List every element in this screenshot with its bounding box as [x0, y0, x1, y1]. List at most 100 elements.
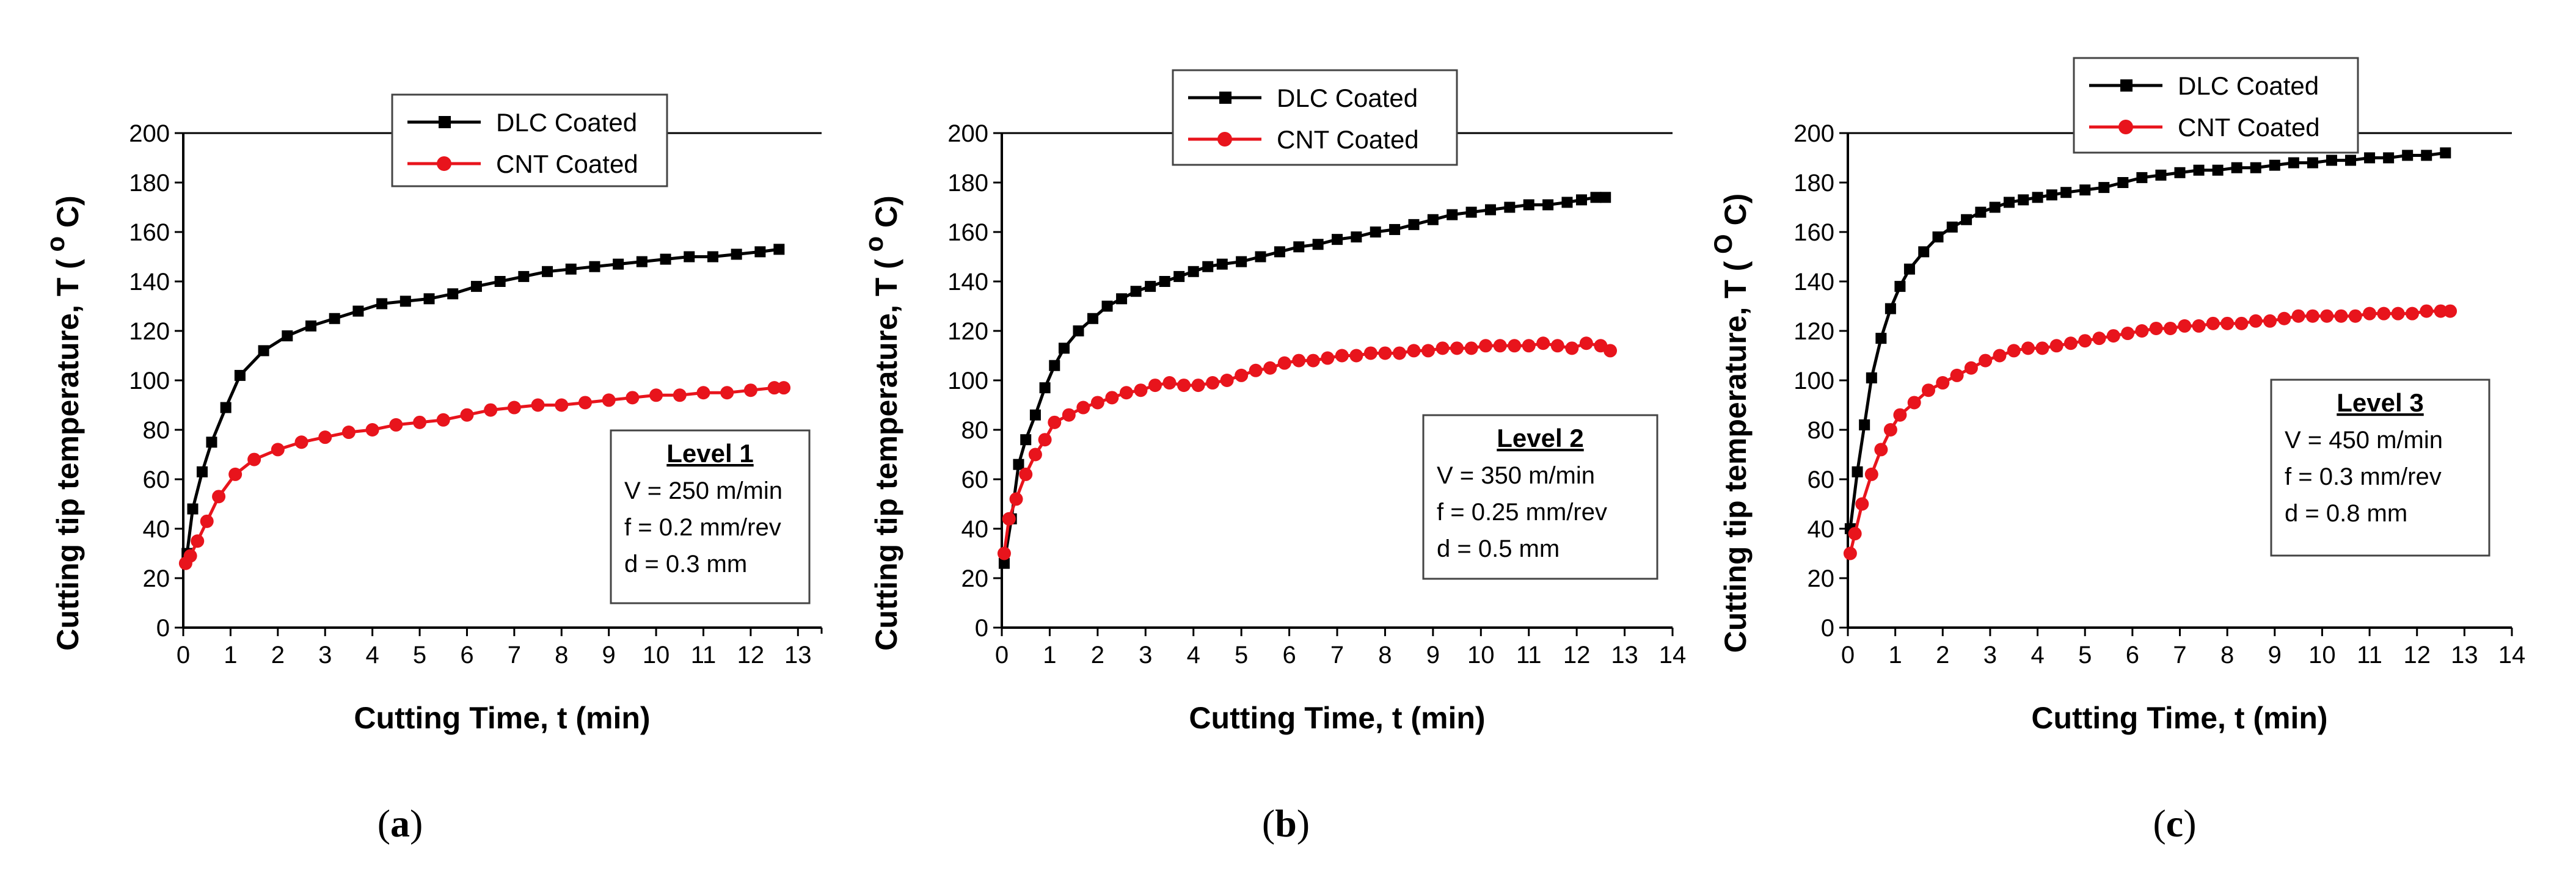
data-point: [542, 266, 553, 277]
data-point: [2106, 329, 2120, 343]
data-point: [2363, 306, 2377, 321]
data-point: [1058, 343, 1070, 354]
y-tick-label: 160: [129, 219, 170, 246]
x-tick-label: 8: [1378, 642, 1392, 669]
data-point: [2326, 154, 2337, 166]
data-point: [1504, 201, 1516, 213]
data-point: [1020, 434, 1032, 446]
data-point: [1561, 197, 1573, 208]
data-point: [1464, 341, 1478, 355]
data-point: [1009, 492, 1023, 506]
data-point: [1903, 263, 1915, 275]
series-dlc: [1844, 147, 2451, 534]
y-tick-label: 0: [1821, 615, 1834, 642]
data-point: [1188, 266, 1199, 277]
legend-box: [1172, 69, 1458, 166]
data-point: [2348, 309, 2362, 323]
x-tick-label: 0: [1841, 642, 1855, 669]
data-point: [2192, 319, 2206, 333]
x-tick-label: 9: [2268, 642, 2282, 669]
y-tick-label: 140: [129, 269, 170, 295]
data-point: [2291, 309, 2305, 323]
data-point: [271, 443, 285, 457]
data-point: [1579, 336, 1593, 350]
data-point: [1450, 341, 1464, 355]
data-point: [400, 295, 411, 307]
data-point: [2206, 316, 2220, 330]
y-tick-label: 60: [1808, 466, 1835, 493]
x-tick-label: 0: [995, 642, 1009, 669]
data-point: [1508, 339, 1522, 353]
y-tick-label: 200: [129, 120, 170, 147]
parameters-box: Level 3 V = 450 m/min f = 0.3 mm/rev d = 0.…: [2270, 379, 2490, 557]
data-point: [1049, 360, 1060, 371]
data-point: [578, 396, 592, 410]
x-tick-label: 13: [1611, 642, 1638, 669]
data-point: [183, 549, 197, 563]
data-point: [1038, 433, 1052, 447]
data-point: [1101, 300, 1113, 312]
caption-letter: a: [390, 802, 410, 845]
x-tick-label: 3: [318, 642, 332, 669]
y-tick-label: 140: [1793, 269, 1834, 295]
panel-caption: (a): [378, 802, 423, 845]
series-cnt: [178, 381, 791, 570]
data-point: [2035, 341, 2049, 355]
data-point: [1134, 383, 1148, 397]
data-point: [1427, 214, 1439, 225]
data-point: [1389, 223, 1401, 235]
data-point: [1893, 408, 1907, 422]
y-axis-title-close: ): [51, 195, 85, 206]
data-point: [1090, 396, 1104, 410]
x-tick-label: 4: [1187, 642, 1200, 669]
data-point: [2155, 169, 2167, 181]
data-point: [1145, 281, 1156, 292]
data-point: [1523, 199, 1534, 211]
caption-open-paren: (: [378, 802, 390, 845]
data-point: [1002, 512, 1016, 526]
data-point: [1220, 374, 1234, 387]
data-point: [2021, 341, 2035, 355]
y-tick-label: 20: [143, 565, 170, 592]
data-point: [1119, 386, 1133, 400]
x-tick-label: 8: [2220, 642, 2234, 669]
data-point: [507, 401, 521, 415]
data-point: [1274, 246, 1285, 258]
data-point: [2079, 184, 2091, 196]
data-point: [341, 426, 356, 440]
data-point: [2405, 306, 2419, 321]
y-tick-label: 100: [947, 368, 988, 394]
data-point: [565, 263, 577, 275]
level-title: Level 3: [2337, 388, 2423, 417]
data-point: [1332, 234, 1343, 245]
data-point: [1565, 341, 1579, 355]
data-point: [1162, 376, 1177, 390]
y-tick-label: 180: [129, 170, 170, 197]
x-tick-label: 3: [1139, 642, 1152, 669]
data-point: [2334, 309, 2348, 323]
y-tick-label: 200: [1793, 120, 1834, 147]
data-point: [2277, 311, 2291, 325]
data-point: [460, 408, 474, 422]
x-tick-label: 12: [737, 642, 765, 669]
caption-close-paren: ): [1297, 802, 1310, 845]
y-tick-label: 80: [143, 417, 170, 444]
data-point: [1335, 349, 1349, 363]
data-point: [1173, 270, 1185, 282]
data-point: [1235, 368, 1249, 382]
x-tick-label: 14: [2498, 642, 2526, 669]
data-point: [1130, 286, 1142, 297]
data-point: [1522, 339, 1536, 353]
x-tick-label: 5: [1235, 642, 1248, 669]
data-point: [1351, 231, 1362, 243]
data-point: [389, 418, 403, 432]
x-tick-label: 7: [2173, 642, 2186, 669]
data-point: [1447, 209, 1458, 220]
data-point: [1013, 459, 1024, 470]
legend: DLC Coated CNT Coated: [2073, 57, 2359, 154]
x-tick-label: 10: [1467, 642, 1495, 669]
legend-box: [2073, 57, 2359, 154]
parameter-line: f = 0.3 mm/rev: [2285, 463, 2442, 490]
data-point: [1263, 361, 1277, 375]
data-point: [228, 467, 243, 481]
